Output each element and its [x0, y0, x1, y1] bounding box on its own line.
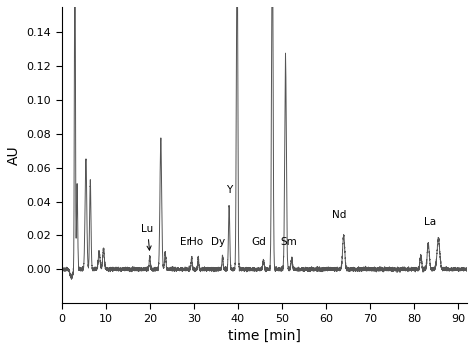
Text: Ho: Ho	[189, 237, 203, 247]
Text: Gd: Gd	[252, 237, 266, 247]
Text: Nd: Nd	[332, 210, 346, 220]
Text: Sm: Sm	[280, 237, 297, 247]
Text: Er: Er	[181, 237, 191, 247]
Y-axis label: AU: AU	[7, 145, 21, 165]
Text: Lu: Lu	[141, 224, 154, 250]
Text: Y: Y	[226, 185, 232, 195]
Text: La: La	[424, 217, 436, 227]
Text: Dy: Dy	[211, 237, 226, 247]
X-axis label: time [min]: time [min]	[228, 329, 301, 343]
